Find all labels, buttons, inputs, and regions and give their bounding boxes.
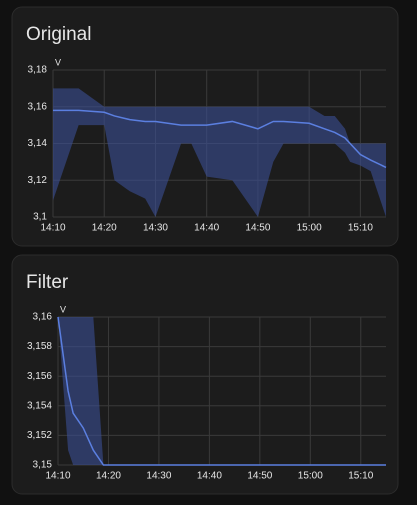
x-tick-label: 15:00 bbox=[298, 471, 323, 482]
x-tick-label: 14:30 bbox=[143, 223, 168, 234]
x-tick-label: 15:00 bbox=[297, 223, 322, 234]
data-line bbox=[57, 316, 386, 466]
unit-label: V bbox=[55, 57, 61, 67]
y-tick-label: 3,158 bbox=[27, 341, 52, 352]
y-tick-label: 3,12 bbox=[28, 175, 48, 186]
x-tick-label: 14:40 bbox=[194, 223, 219, 234]
x-tick-label: 14:20 bbox=[96, 471, 121, 482]
x-tick-label: 14:10 bbox=[40, 223, 65, 234]
x-tick-label: 14:10 bbox=[45, 471, 70, 482]
x-tick-label: 15:10 bbox=[348, 471, 373, 482]
chart-title: Original bbox=[26, 24, 91, 45]
x-tick-label: 14:50 bbox=[247, 471, 272, 482]
y-tick-label: 3,15 bbox=[33, 460, 53, 471]
y-tick-label: 3,18 bbox=[28, 65, 48, 76]
y-tick-label: 3,16 bbox=[33, 312, 53, 323]
y-tick-label: 3,16 bbox=[28, 101, 48, 112]
y-tick-label: 3,156 bbox=[27, 371, 52, 382]
chart-title: Filter bbox=[26, 272, 69, 293]
y-tick-label: 3,154 bbox=[27, 400, 52, 411]
range-band bbox=[58, 317, 386, 465]
x-tick-label: 14:30 bbox=[146, 471, 171, 482]
x-tick-label: 14:50 bbox=[245, 223, 270, 234]
x-tick-label: 14:20 bbox=[92, 223, 117, 234]
x-tick-label: 14:40 bbox=[197, 471, 222, 482]
data-line bbox=[53, 109, 387, 169]
y-tick-label: 3,1 bbox=[33, 212, 47, 223]
x-tick-label: 15:10 bbox=[348, 223, 373, 234]
unit-label: V bbox=[60, 304, 66, 314]
y-tick-label: 3,14 bbox=[28, 138, 48, 149]
y-tick-label: 3,152 bbox=[27, 430, 52, 441]
